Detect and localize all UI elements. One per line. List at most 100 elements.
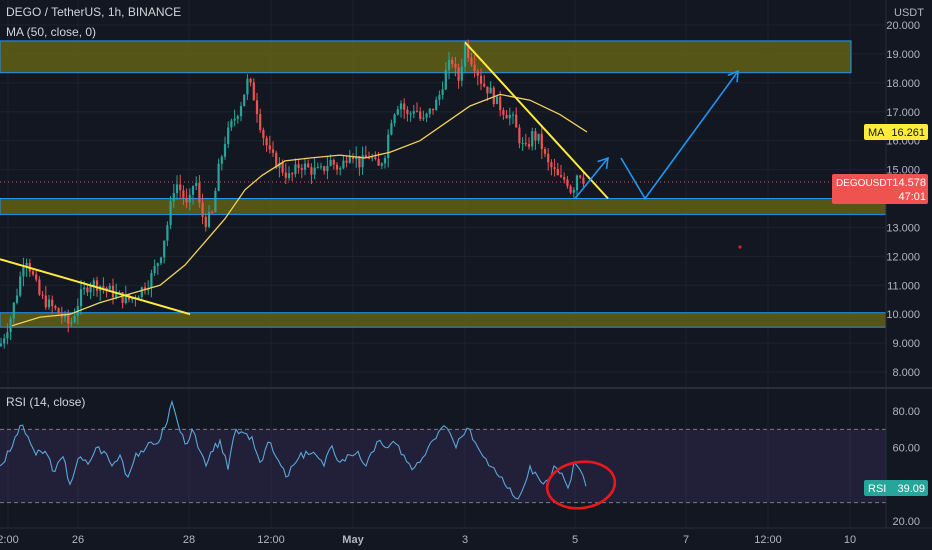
candle-body bbox=[268, 145, 271, 150]
candle-body bbox=[406, 109, 409, 114]
candle-body bbox=[508, 114, 511, 119]
price-zone bbox=[0, 40, 852, 74]
candle-body bbox=[556, 168, 559, 176]
candle-body bbox=[236, 116, 239, 119]
candle-body bbox=[524, 142, 527, 145]
price-tick-label: 17.000 bbox=[886, 107, 920, 119]
candle-body bbox=[451, 59, 454, 65]
candle-body bbox=[131, 297, 134, 300]
candle-body bbox=[412, 111, 415, 114]
ma-legend: MA (50, close, 0) bbox=[6, 25, 96, 39]
candle-body bbox=[371, 157, 374, 159]
candle-body bbox=[303, 163, 307, 170]
candle-body bbox=[6, 332, 9, 339]
rsi-badge-label: RSI bbox=[868, 483, 886, 495]
candle-body bbox=[582, 177, 585, 184]
rsi-line bbox=[0, 399, 587, 500]
candle-body bbox=[255, 100, 259, 115]
candle-body bbox=[326, 165, 329, 171]
candle-body bbox=[252, 82, 255, 101]
price-badge-symbol: DEGOUSDT bbox=[836, 178, 893, 189]
candle-body bbox=[95, 280, 99, 291]
candle-body bbox=[83, 287, 86, 290]
candle-body bbox=[259, 114, 262, 130]
candle-body bbox=[300, 167, 303, 170]
candle-body bbox=[435, 99, 438, 111]
candle-body bbox=[431, 108, 435, 111]
candle-body bbox=[316, 167, 319, 169]
candle-body bbox=[172, 193, 175, 202]
candle-body bbox=[67, 314, 70, 324]
candle-body bbox=[547, 153, 550, 163]
candle-body bbox=[140, 287, 143, 297]
time-tick-label: 3 bbox=[462, 534, 468, 546]
candle-body bbox=[230, 120, 233, 128]
candle-body bbox=[534, 131, 537, 141]
time-tick-label: 10 bbox=[844, 534, 856, 546]
candle-body bbox=[479, 75, 483, 84]
candle-body bbox=[361, 155, 364, 168]
rsi-highlight-circle bbox=[545, 460, 617, 510]
candle-body bbox=[278, 163, 281, 168]
candle-body bbox=[169, 201, 172, 226]
price-badge: DEGOUSDT 14.578 47:01 bbox=[832, 174, 928, 204]
candle-body bbox=[332, 159, 335, 165]
candle-body bbox=[204, 216, 207, 227]
candle-body bbox=[79, 289, 83, 307]
price-tick-label: 12.000 bbox=[886, 251, 920, 263]
rsi-tick-label: 80.00 bbox=[892, 406, 920, 418]
candle-body bbox=[182, 190, 185, 198]
candle-body bbox=[102, 286, 105, 288]
candle-body bbox=[73, 315, 76, 323]
candle-body bbox=[550, 162, 553, 168]
candle-body bbox=[175, 184, 179, 194]
ma-badge-value: 16.261 bbox=[891, 127, 925, 139]
symbol-title: DEGO / TetherUS, 1h, BINANCE bbox=[6, 5, 181, 19]
candle-body bbox=[89, 286, 92, 293]
candle-body bbox=[163, 240, 166, 258]
candle-body bbox=[265, 138, 268, 146]
projection-path bbox=[574, 157, 609, 200]
candle-body bbox=[12, 302, 15, 319]
rsi-tick-label: 20.00 bbox=[892, 516, 920, 528]
candle-body bbox=[409, 113, 412, 115]
trendlines bbox=[0, 41, 609, 316]
candle-body bbox=[284, 172, 287, 178]
candle-body bbox=[422, 117, 425, 119]
candle-body bbox=[291, 173, 294, 175]
candle-body bbox=[537, 133, 540, 141]
candle-body bbox=[35, 274, 38, 280]
candle-body bbox=[239, 105, 243, 117]
candle-body bbox=[495, 96, 499, 105]
price-tick-label: 13.000 bbox=[886, 222, 920, 234]
projection-path bbox=[620, 70, 739, 200]
candle-body bbox=[63, 314, 67, 318]
candle-body bbox=[262, 129, 265, 139]
candle-body bbox=[454, 64, 457, 68]
candle-body bbox=[121, 292, 124, 304]
candle-body bbox=[387, 134, 390, 159]
candle-body bbox=[575, 175, 579, 191]
candle-body bbox=[207, 211, 211, 227]
stray-dot bbox=[738, 245, 742, 249]
candle-body bbox=[486, 86, 489, 94]
candle-body bbox=[521, 142, 524, 144]
candle-body bbox=[249, 78, 252, 83]
price-tick-label: 11.000 bbox=[887, 280, 920, 292]
candle-body bbox=[518, 127, 521, 144]
candle-body bbox=[457, 67, 460, 81]
price-zone bbox=[0, 312, 887, 328]
candle-body bbox=[358, 156, 361, 168]
candle-body bbox=[396, 109, 399, 115]
candle-body bbox=[191, 186, 195, 195]
candle-body bbox=[323, 166, 326, 171]
candle-body bbox=[19, 276, 22, 296]
candle-body bbox=[425, 113, 428, 118]
rsi-badge: RSI 39.09 bbox=[864, 480, 928, 496]
price-badge-bg bbox=[832, 174, 928, 204]
candle-body bbox=[438, 95, 441, 100]
candle-body bbox=[287, 173, 291, 178]
candle-body bbox=[339, 168, 342, 170]
candle-body bbox=[566, 179, 569, 187]
